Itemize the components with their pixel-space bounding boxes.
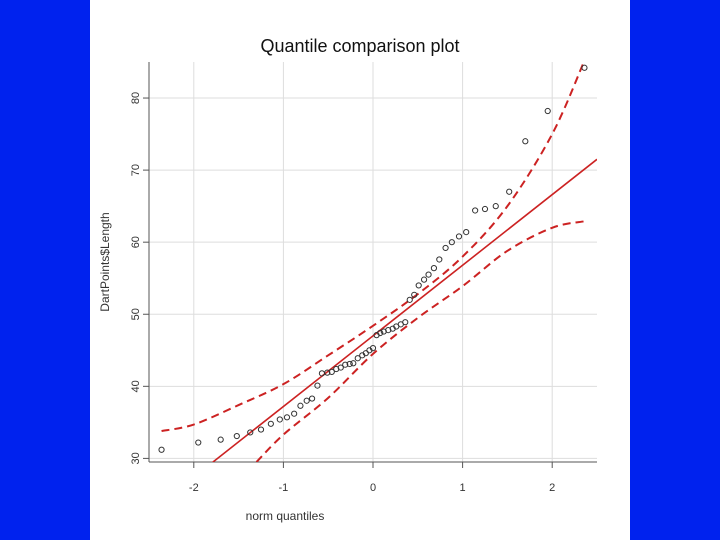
data-point [308,395,316,402]
data-point [247,429,254,436]
data-point [506,188,513,195]
data-point [430,265,438,272]
data-point [233,432,240,440]
data-point [436,256,443,263]
data-point [544,107,551,115]
x-axis-label: norm quantiles [245,509,325,523]
data-point [411,291,418,298]
data-point [472,207,479,214]
data-point [217,436,224,443]
data-point [425,271,432,278]
y-tick-label: 70 [130,164,142,176]
x-tick-label: -1 [279,482,289,494]
y-axis-label: DartPoints$Length [98,212,112,312]
axes: -2 -1 0 1 2 30 40 50 60 70 80 [130,62,597,494]
grid [149,62,597,462]
data-point [463,228,470,236]
data-point [314,382,321,389]
data-point [442,244,449,252]
upper-envelope [161,60,586,432]
data-point [291,410,298,417]
y-tick-label: 40 [130,380,142,392]
y-tick-label: 60 [130,236,142,248]
data-point [448,239,455,246]
data-point [346,360,353,368]
data-point [283,414,291,421]
data-point [402,319,409,326]
data-point [481,205,489,213]
data-point [350,360,357,367]
fit-line [211,158,597,462]
x-tick-label: 2 [549,482,555,494]
data-point [369,345,377,352]
data-point [492,203,499,210]
x-tick-label: -2 [189,482,199,494]
data-point [158,446,165,453]
y-tick-label: 80 [130,92,142,104]
data-point [276,416,283,423]
lower-envelope [255,220,585,462]
data-point [406,296,413,303]
data-point [257,426,265,433]
y-tick-label: 50 [130,308,142,320]
y-tick-label: 30 [130,452,142,464]
data-point [324,369,331,376]
data-point [455,233,463,240]
data-point [415,282,422,289]
points [158,64,588,453]
x-tick-label: 1 [460,482,466,494]
data-point [354,355,361,362]
chart-title: Quantile comparison plot [260,36,460,56]
data-point [303,397,310,404]
data-point [377,329,384,337]
x-tick-label: 0 [370,482,376,494]
data-point [195,439,202,446]
slide: Quantile comparison plot [90,0,630,540]
data-point [342,361,349,368]
data-point [337,364,344,371]
data-point [267,420,274,427]
data-point [522,138,529,145]
data-point [297,402,304,409]
data-point [581,64,588,71]
data-point [420,276,428,283]
lines [161,60,597,462]
data-point [328,368,335,376]
